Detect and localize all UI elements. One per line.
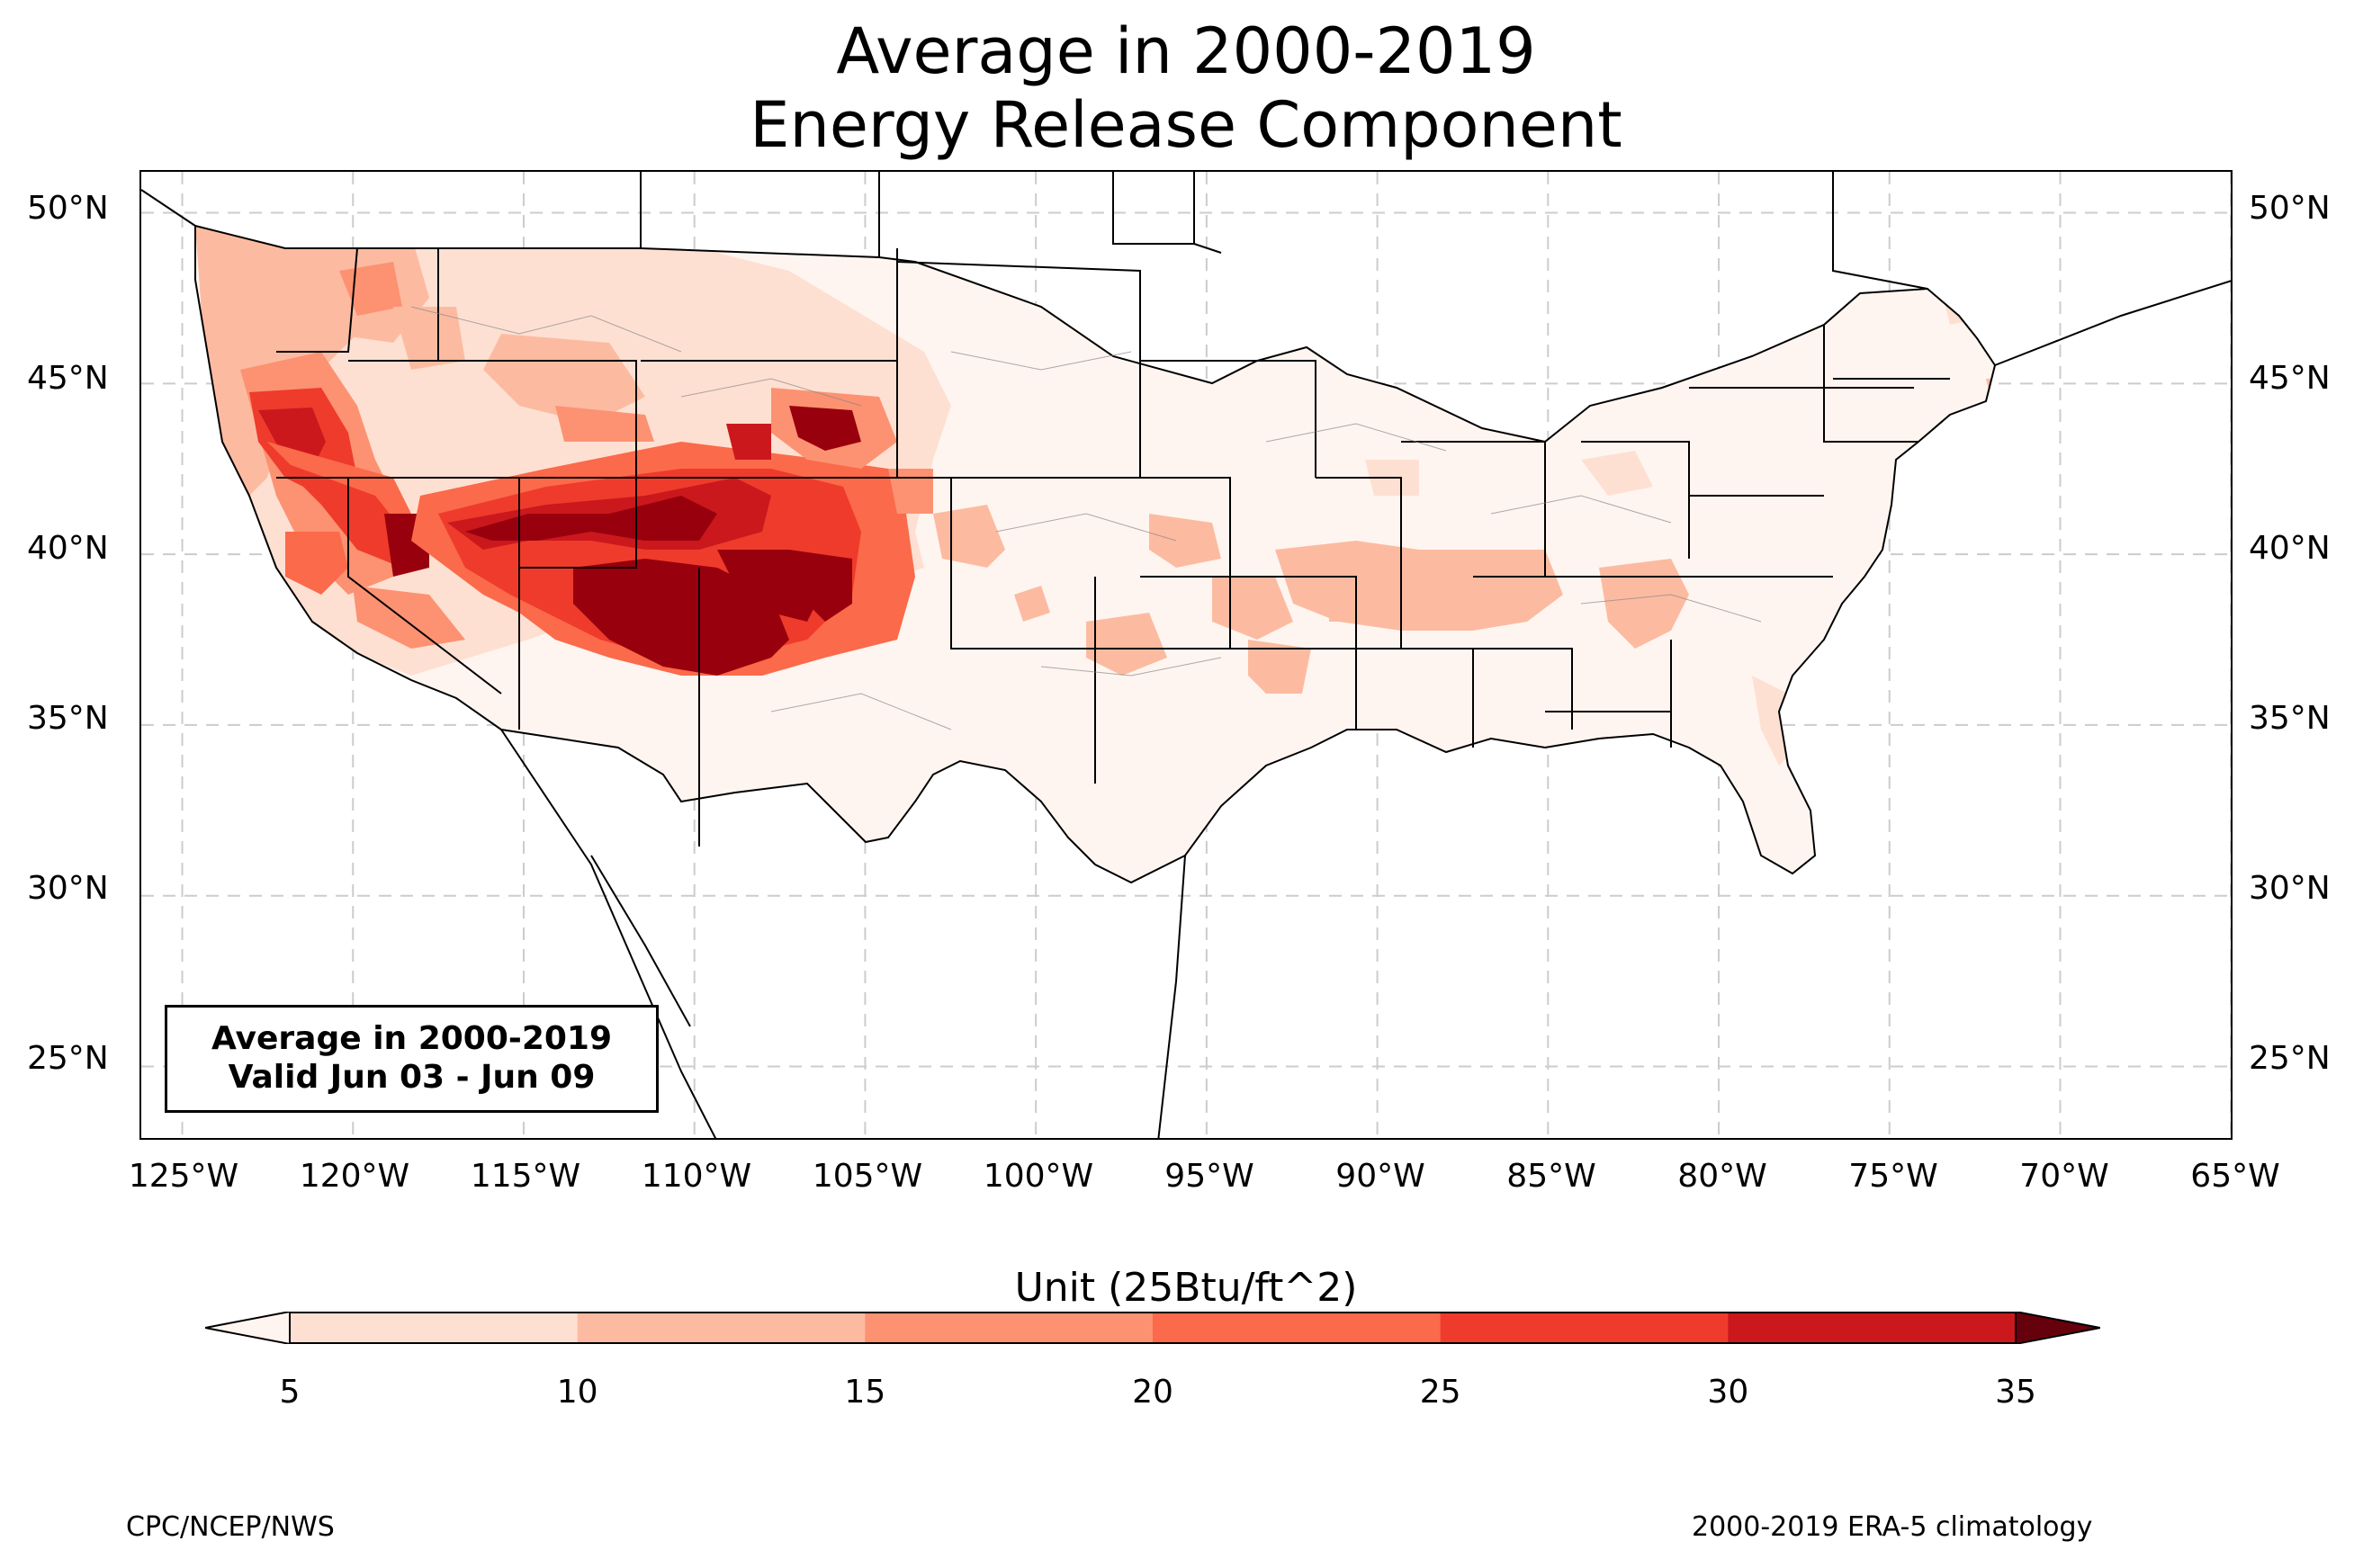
lat-label-25-right: 25°N xyxy=(2249,1040,2331,1077)
erc-field xyxy=(195,226,1995,883)
colorbar-segment xyxy=(1728,1312,2017,1344)
lon-label-100: 100°W xyxy=(983,1158,1094,1195)
colorbar-tick-label: 25 xyxy=(1419,1374,1461,1411)
colorbar-segment xyxy=(865,1312,1154,1344)
map-title-line2: Energy Release Component xyxy=(750,88,1622,162)
lon-label-70: 70°W xyxy=(2019,1158,2109,1195)
lat-label-50-right: 50°N xyxy=(2249,190,2331,227)
lon-label-120: 120°W xyxy=(299,1158,410,1195)
lat-label-35-right: 35°N xyxy=(2249,700,2331,737)
lon-label-105: 105°W xyxy=(812,1158,923,1195)
colorbar-segment xyxy=(577,1312,866,1344)
colorbar xyxy=(205,1312,2100,1344)
colorbar-tick-label: 15 xyxy=(844,1374,886,1411)
lon-label-115: 115°W xyxy=(470,1158,581,1195)
colorbar-under-arrow xyxy=(205,1312,291,1344)
lon-label-65: 65°W xyxy=(2190,1158,2280,1195)
colorbar-tick-label: 20 xyxy=(1132,1374,1173,1411)
lat-label-40-left: 40°N xyxy=(27,530,109,567)
boundaries xyxy=(141,172,2231,1138)
footer-credit: CPC/NCEP/NWS xyxy=(126,1511,335,1543)
lon-label-80: 80°W xyxy=(1677,1158,1767,1195)
lon-label-125: 125°W xyxy=(128,1158,239,1195)
lon-label-110: 110°W xyxy=(641,1158,752,1195)
info-box-line2: Valid Jun 03 - Jun 09 xyxy=(228,1059,596,1096)
colorbar-over-arrow xyxy=(2015,1312,2100,1344)
lon-label-90: 90°W xyxy=(1335,1158,1425,1195)
erc-map xyxy=(141,172,2231,1138)
lon-label-85: 85°W xyxy=(1506,1158,1596,1195)
footer-source: 2000-2019 ERA-5 climatology xyxy=(1692,1511,2093,1543)
lat-label-50-left: 50°N xyxy=(27,190,109,227)
lat-label-30-right: 30°N xyxy=(2249,870,2331,907)
lat-label-45-left: 45°N xyxy=(27,360,109,397)
map-title-line1: Average in 2000-2019 xyxy=(836,14,1536,88)
lon-label-75: 75°W xyxy=(1848,1158,1938,1195)
lon-label-95: 95°W xyxy=(1164,1158,1254,1195)
lat-label-35-left: 35°N xyxy=(27,700,109,737)
colorbar-tick-label: 35 xyxy=(1995,1374,2036,1411)
colorbar-tick-label: 10 xyxy=(556,1374,598,1411)
map-panel xyxy=(139,170,2233,1140)
colorbar-segment xyxy=(1153,1312,1442,1344)
colorbar-tick-label: 30 xyxy=(1707,1374,1749,1411)
minor-boundaries xyxy=(410,306,1762,730)
info-box-line1: Average in 2000-2019 xyxy=(211,1020,613,1057)
validity-info-box: Average in 2000-2019 Valid Jun 03 - Jun … xyxy=(165,1005,659,1113)
lat-label-45-right: 45°N xyxy=(2249,360,2331,397)
colorbar-tick-label: 5 xyxy=(279,1374,301,1411)
colorbar-segment xyxy=(290,1312,579,1344)
lat-label-30-left: 30°N xyxy=(27,870,109,907)
colorbar-title: Unit (25Btu/ft^2) xyxy=(1014,1265,1358,1311)
colorbar-segment xyxy=(1440,1312,1729,1344)
lat-label-25-left: 25°N xyxy=(27,1040,109,1077)
lat-label-40-right: 40°N xyxy=(2249,530,2331,567)
